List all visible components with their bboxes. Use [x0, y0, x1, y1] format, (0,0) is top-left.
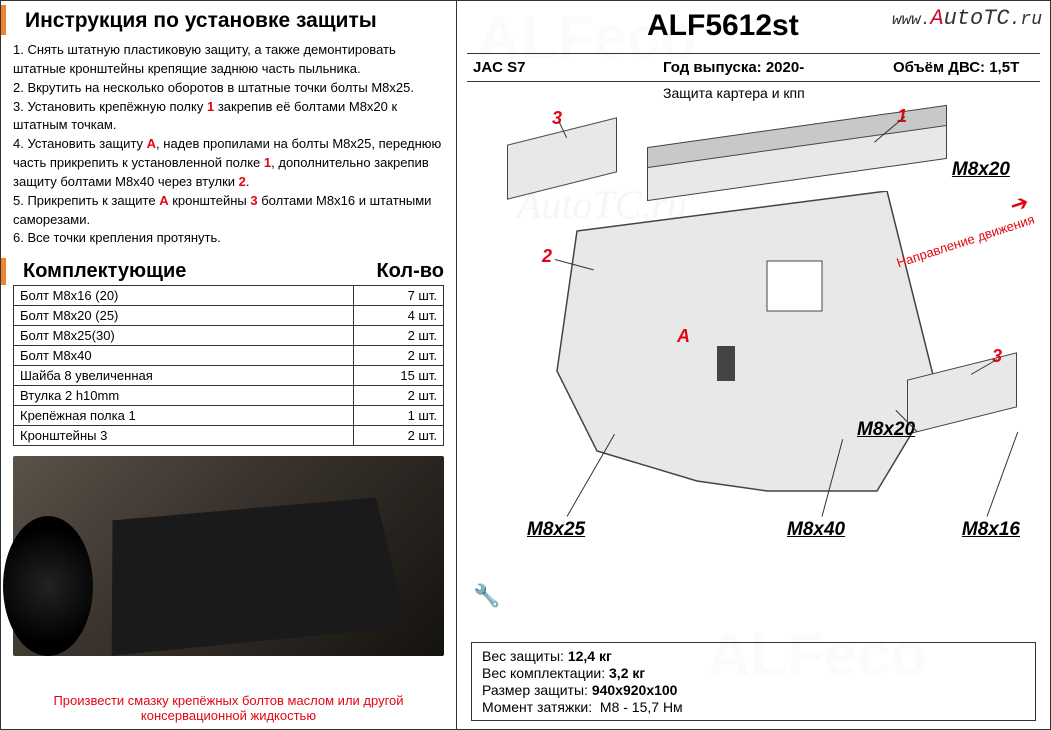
step: 2. Вкрутить на несколько оборотов в штат…: [13, 79, 444, 98]
site-url: www.AutoTC.ru: [892, 6, 1042, 31]
wrench-icon: 🔧: [473, 583, 500, 609]
bolt-M8x20-top: M8x20: [952, 159, 1010, 181]
photo-tire: [3, 516, 93, 656]
bolt-M8x25: M8x25: [527, 519, 585, 541]
instruction-steps: 1. Снять штатную пластиковую защиту, а т…: [1, 37, 456, 256]
table-row: Болт М8х25(30)2 шт.: [14, 326, 444, 346]
parts-header: Комплектующие Кол-во: [1, 256, 456, 285]
title-text: Инструкция по установке защиты: [13, 9, 377, 32]
instructions-column: Инструкция по установке защиты 1. Снять …: [1, 1, 457, 729]
divider: [467, 81, 1040, 82]
table-row: Шайба 8 увеличенная15 шт.: [14, 366, 444, 386]
size-value: 940х920х100: [592, 682, 678, 698]
step: 3. Установить крепёжную полку 1 закрепив…: [13, 98, 444, 136]
diagram-column: ALFeco AutoTC.ru AutoTC.ru ALFeco ALF561…: [457, 1, 1050, 729]
lubrication-note: Произвести смазку крепёжных болтов масло…: [1, 693, 456, 729]
step: 1. Снять штатную пластиковую защиту, а т…: [13, 41, 444, 79]
table-row: Болт М8х20 (25)4 шт.: [14, 306, 444, 326]
footer-specs: Вес защиты: 12,4 кг Вес комплектации: 3,…: [471, 642, 1036, 721]
callout-A: А: [677, 326, 690, 347]
header-row: JAC S7 Год выпуска: 2020- Объём ДВС: 1,5…: [473, 59, 1040, 76]
weight-label: Вес защиты:: [482, 648, 564, 664]
parts-header-right: Кол-во: [376, 260, 444, 283]
step: 4. Установить защиту А, надев пропилами …: [13, 135, 444, 192]
table-row: Болт М8х402 шт.: [14, 346, 444, 366]
bolt-M8x16: M8x16: [962, 519, 1020, 541]
divider: [467, 53, 1040, 54]
photo-area: [1, 450, 456, 693]
parts-header-left: Комплектующие: [13, 260, 376, 283]
install-photo: [13, 456, 444, 656]
protection-plate-svg: [517, 191, 947, 501]
exploded-diagram: 3 1 2 А 3 M8x20 M8x20 M8x25 M8x40 M8x16 …: [467, 101, 1040, 599]
callout-3b: 3: [992, 346, 1002, 367]
table-row: Крепёжная полка 11 шт.: [14, 406, 444, 426]
step: 6. Все точки крепления протянуть.: [13, 229, 444, 248]
year: Год выпуска: 2020-: [663, 59, 893, 76]
photo-plate: [112, 498, 408, 656]
parts-table: Болт М8х16 (20)7 шт. Болт М8х20 (25)4 шт…: [1, 285, 456, 450]
engine: Объём ДВС: 1,5Т: [893, 59, 1019, 76]
instructions-title: Инструкция по установке защиты: [1, 1, 456, 37]
callout-2: 2: [542, 246, 552, 267]
kitweight-value: 3,2 кг: [609, 665, 645, 681]
weight-value: 12,4 кг: [568, 648, 612, 664]
kitweight-label: Вес комплектации:: [482, 665, 605, 681]
step: 5. Прикрепить к защите А кронштейны 3 бо…: [13, 192, 444, 230]
part-number: ALF5612st: [647, 9, 799, 43]
description: Защита картера и кпп: [663, 85, 805, 101]
torque-label: Момент затяжки:: [482, 699, 592, 715]
bolt-M8x40: M8x40: [787, 519, 845, 541]
torque-value: М8 - 15,7 Нм: [600, 699, 683, 715]
model: JAC S7: [473, 59, 663, 76]
table-row: Кронштейны 32 шт.: [14, 426, 444, 446]
table-row: Втулка 2 h10mm2 шт.: [14, 386, 444, 406]
table-row: Болт М8х16 (20)7 шт.: [14, 286, 444, 306]
document-page: Инструкция по установке защиты 1. Снять …: [0, 0, 1051, 730]
size-label: Размер защиты:: [482, 682, 588, 698]
